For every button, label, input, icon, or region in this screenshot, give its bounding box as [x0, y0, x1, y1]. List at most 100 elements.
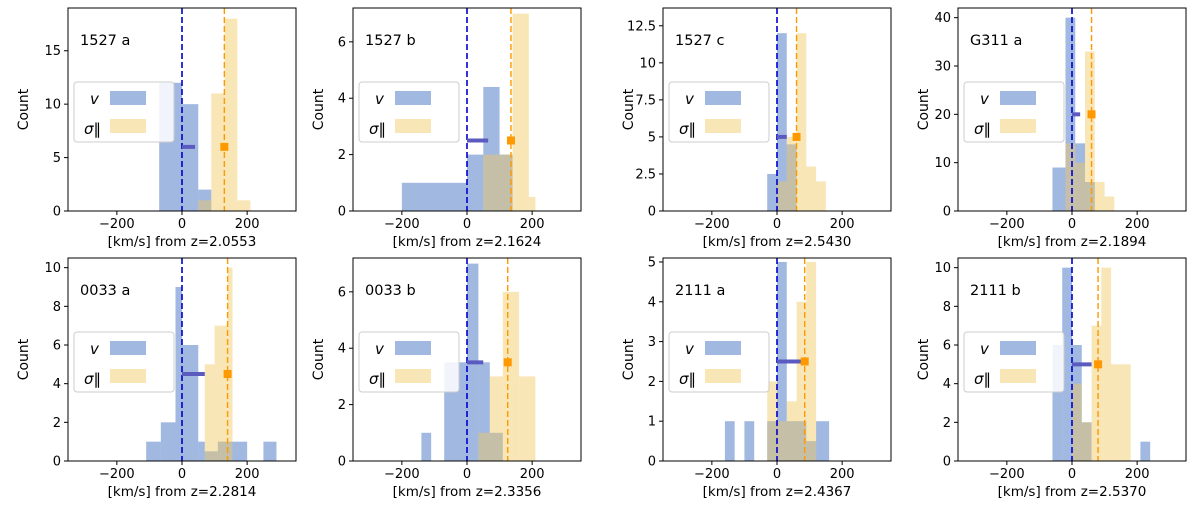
legend-sigma-swatch — [395, 119, 431, 133]
y-tick-label: 10 — [934, 156, 951, 171]
v-hist-bar — [467, 154, 484, 211]
plot-area — [1052, 8, 1115, 211]
sigma-hist-bar — [512, 13, 529, 211]
legend-v-label: v — [90, 90, 100, 108]
legend-sigma-swatch — [395, 369, 431, 383]
sigma-hist-bar — [1075, 162, 1086, 211]
x-axis-label: [km/s] from z=2.0553 — [108, 234, 257, 250]
y-tick-label: 3 — [648, 335, 656, 350]
x-tick-label: 0 — [773, 467, 781, 482]
sigma-hist-bar — [502, 291, 520, 461]
v-hist-bar — [786, 421, 797, 461]
y-tick-label: 10 — [639, 56, 656, 71]
sigma-hist-bar — [528, 196, 536, 211]
y-tick-label: 5 — [648, 130, 656, 145]
v-hist-bar — [182, 345, 199, 461]
legend-box — [358, 331, 460, 393]
v-hist-bar — [744, 421, 755, 461]
legend: v σ‖ — [73, 331, 175, 393]
x-tick-label: 0 — [463, 467, 471, 482]
y-tick-label: 7.5 — [635, 93, 656, 108]
sigma-hist-bar — [1094, 182, 1105, 211]
x-tick-label: 200 — [520, 217, 545, 232]
sigma-mean-marker — [1094, 360, 1103, 369]
sigma-hist-bar — [1091, 325, 1102, 461]
v-hist-bar — [1052, 167, 1066, 211]
sigma-mean-marker — [1087, 110, 1096, 119]
y-tick-label: 6 — [338, 285, 346, 300]
y-tick-label: 6 — [338, 35, 346, 50]
sigma-hist-bar — [483, 154, 513, 211]
sigma-hist-bar — [227, 267, 233, 461]
v-hist-bar — [777, 33, 787, 211]
y-axis-label: Count — [16, 338, 32, 380]
sigma-mean-marker — [223, 370, 232, 378]
v-hist-bar — [796, 421, 807, 461]
sigma-mean-marker — [220, 142, 229, 151]
y-tick-label: 6 — [53, 339, 61, 354]
y-tick-label: 30 — [934, 60, 951, 75]
y-tick-label: 5 — [53, 151, 61, 166]
sigma-hist-bar — [489, 376, 503, 461]
v-hist-bar — [489, 432, 503, 461]
y-axis-label: Count — [621, 338, 637, 380]
sigma-hist-bar — [796, 33, 807, 211]
y-tick-label: 10 — [44, 98, 61, 113]
sigma-hist-bar — [478, 432, 490, 461]
v-hist-bar — [204, 451, 218, 461]
histogram-panel: −200 0 200 0 10 20 30 40 [km/s] from z=2.1894 Cou… — [916, 7, 1187, 250]
y-tick-label: 15 — [44, 44, 61, 59]
y-tick-label: 0 — [338, 205, 346, 220]
sigma-hist-bar — [1081, 422, 1092, 461]
x-tick-label: 0 — [1068, 467, 1076, 482]
y-tick-label: 2.5 — [635, 167, 656, 182]
panel-title: 0033 a — [80, 283, 130, 299]
x-tick-label: 200 — [830, 467, 855, 482]
y-tick-label: 6 — [943, 339, 951, 354]
y-tick-label: 4 — [338, 342, 346, 357]
legend-sigma-label: σ‖ — [679, 370, 696, 388]
v-hist-bar — [421, 432, 432, 461]
y-tick-label: 2 — [648, 375, 656, 390]
v-hist-bar — [146, 441, 161, 461]
v-hist-bar — [1085, 182, 1095, 211]
v-hist-bar — [1052, 345, 1063, 461]
v-hist-bar — [1072, 345, 1082, 461]
sigma-hist-bar — [786, 136, 797, 211]
legend: v σ‖ — [358, 81, 460, 143]
legend-sigma-label: σ‖ — [84, 120, 101, 138]
legend-v-swatch — [1000, 91, 1036, 105]
histogram-panel: −200 0 200 0 2 4 6 [km/s] from z=2.3356 Count 003… — [311, 257, 582, 500]
legend-sigma-swatch — [1000, 369, 1036, 383]
x-tick-label: −200 — [694, 467, 730, 482]
sigma-hist-bar — [1085, 51, 1095, 211]
y-tick-label: 0 — [53, 455, 61, 470]
x-tick-label: 200 — [1125, 217, 1150, 232]
x-tick-label: −200 — [99, 217, 135, 232]
y-tick-label: 20 — [934, 108, 951, 123]
x-tick-label: 0 — [463, 217, 471, 232]
sigma-hist-bar — [1120, 364, 1131, 461]
y-tick-label: 0 — [943, 455, 951, 470]
x-tick-label: 0 — [773, 217, 781, 232]
histogram-panel: −200 0 200 0 1 2 3 4 5 [km/s] from z=2.4367 Count 2… — [621, 255, 892, 500]
legend-v-label: v — [375, 90, 385, 108]
v-hist-bar — [1081, 422, 1092, 461]
sigma-hist-bar — [224, 18, 238, 211]
x-tick-label: 200 — [830, 217, 855, 232]
v-hist-bar — [1140, 441, 1151, 461]
sigma-hist-bar — [816, 181, 826, 211]
y-tick-label: 12.5 — [627, 19, 656, 34]
x-tick-label: −200 — [99, 467, 135, 482]
v-hist-bar — [816, 421, 830, 461]
legend-v-swatch — [395, 341, 431, 355]
legend-sigma-swatch — [705, 369, 741, 383]
sigma-hist-bar — [214, 325, 228, 461]
y-axis-label: Count — [621, 88, 637, 130]
legend-v-swatch — [395, 91, 431, 105]
x-tick-label: 200 — [1125, 467, 1150, 482]
y-tick-label: 4 — [943, 377, 951, 392]
v-hist-bar — [499, 154, 513, 211]
y-tick-label: 1 — [648, 415, 656, 430]
